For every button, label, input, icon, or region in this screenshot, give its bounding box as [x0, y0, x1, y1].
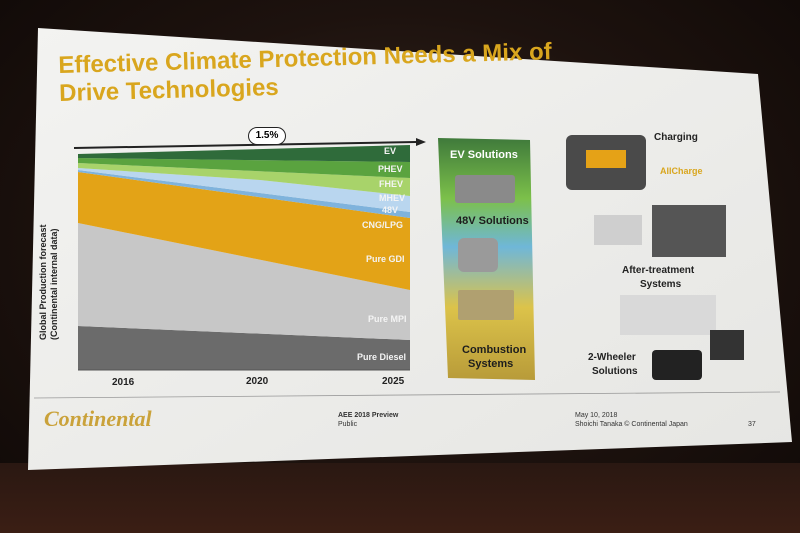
label-pure-gdi: Pure GDI [366, 254, 405, 264]
stage-floor [0, 463, 800, 533]
footer-page-number: 37 [748, 421, 756, 428]
label-pure-mpi: Pure MPI [368, 314, 407, 324]
label-48v: 48V [382, 205, 399, 215]
year-2020: 2020 [246, 376, 269, 387]
y-axis-line1: Global Production forecast [38, 224, 48, 340]
stacked-area-chart [73, 138, 426, 371]
aftertreatment-image [620, 295, 716, 335]
area-pure-diesel [78, 326, 410, 370]
aftertreatment-label: After-treatment [622, 265, 695, 276]
y-axis-line2: (Continental internal data) [49, 228, 59, 340]
label-ev: EV [384, 146, 397, 156]
combustion-label: Combustion [462, 344, 527, 356]
ev-motor-image [455, 175, 515, 203]
two-wheeler-solutions-label: Solutions [592, 366, 638, 377]
alternator-image [458, 238, 498, 272]
ev-solutions-label: EV Solutions [450, 149, 518, 161]
area-pure-mpi [78, 223, 410, 340]
footer-classification: Public [338, 421, 358, 428]
module-image [594, 215, 642, 245]
48v-solutions-label: 48V Solutions [456, 215, 529, 227]
growth-badge: 1.5% [248, 127, 286, 145]
injector-image [458, 290, 514, 320]
aftertreatment-systems-label: Systems [640, 279, 682, 290]
label-pure-diesel: Pure Diesel [357, 352, 407, 362]
area-cng-lpg [78, 170, 410, 218]
year-2016: 2016 [112, 377, 135, 388]
area-fhev [78, 163, 410, 196]
charging-label: Charging [654, 132, 698, 143]
label-mhev: MHEV [379, 193, 406, 203]
label-cng-lpg: CNG/LPG [362, 220, 404, 230]
ecu-image [652, 350, 702, 380]
allcharge-logo: AllCharge [660, 166, 703, 176]
systems-label: Systems [468, 358, 514, 370]
y-axis-label: Global Production forecast (Continental … [38, 224, 60, 340]
label-fhev: FHEV [379, 179, 404, 189]
footer-author: Shoichi Tanaka © Continental Japan [575, 421, 688, 428]
two-wheeler-label: 2-Wheeler [588, 352, 636, 363]
road-photo [652, 205, 726, 257]
area-pure-gdi [78, 172, 410, 290]
sensor-image [710, 330, 744, 360]
area-48v-mhev [78, 168, 410, 212]
area-phev [78, 158, 410, 178]
footer-event: AEE 2018 Preview [338, 412, 399, 419]
footer-date: May 10, 2018 [575, 412, 618, 419]
label-phev: PHEV [378, 164, 403, 174]
year-2025: 2025 [382, 376, 405, 387]
area-ev [78, 145, 410, 162]
continental-logo: Continental [44, 406, 152, 431]
